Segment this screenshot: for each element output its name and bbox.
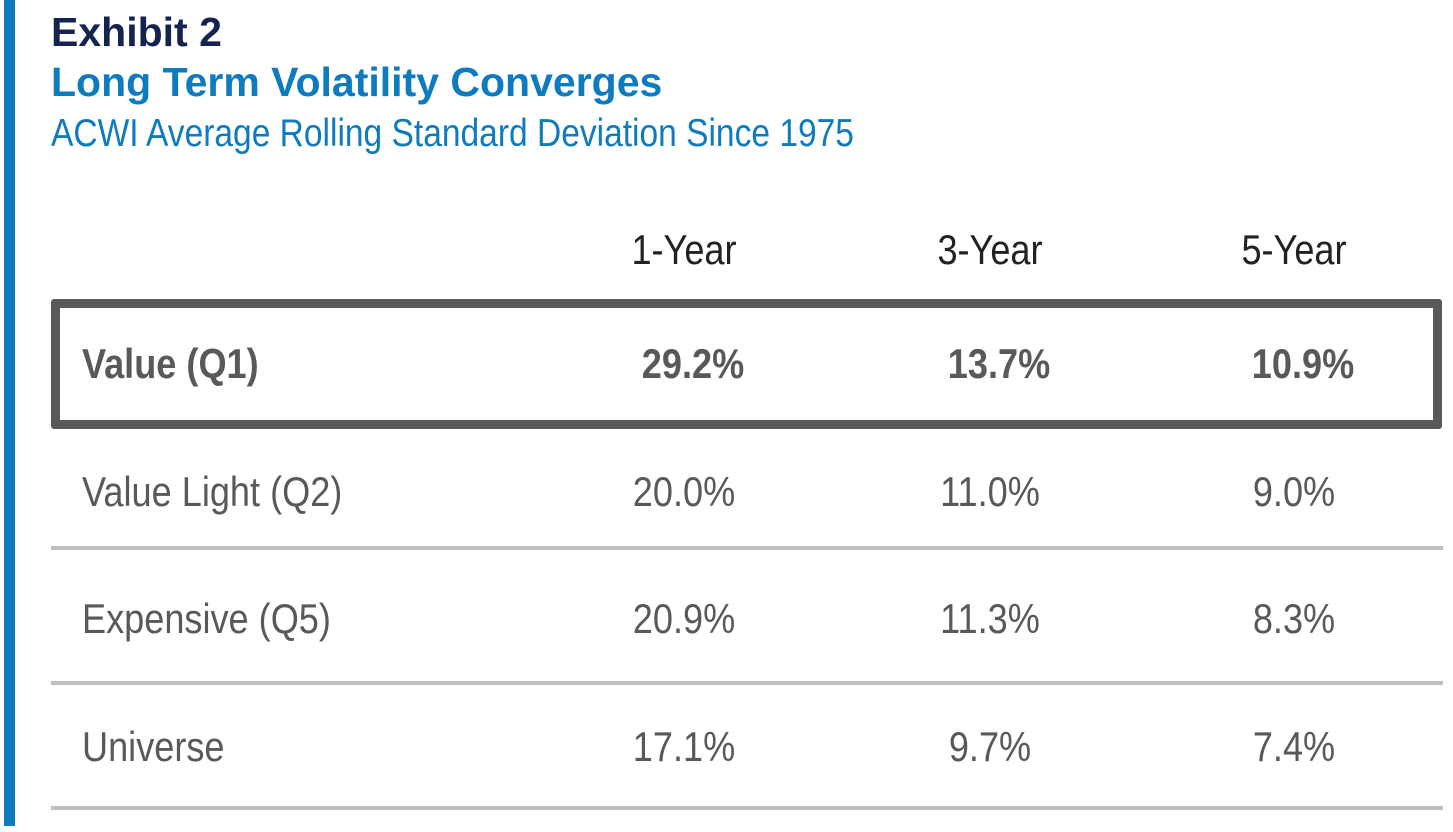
column-header-3-year: 3-Year [937, 226, 1043, 273]
cell-3-year: 13.7% [947, 340, 1051, 387]
row-label: Value Light (Q2) [82, 468, 343, 515]
cell-1-year: 20.0% [632, 468, 736, 515]
cell-3-year: 11.3% [940, 595, 1040, 642]
row-separator [51, 546, 1443, 550]
row-separator [51, 681, 1443, 685]
cell-1-year: 20.9% [632, 595, 736, 642]
cell-3-year: 11.0% [940, 468, 1040, 515]
cell-5-year: 8.3% [1252, 595, 1336, 642]
table-row-expensive-q5: Expensive (Q5) 20.9% 11.3% 8.3% [51, 556, 1442, 682]
column-header-5-year: 5-Year [1241, 226, 1347, 273]
column-header-1-year: 1-Year [631, 226, 737, 273]
cell-3-year: 9.7% [948, 723, 1032, 770]
table-row-universe: Universe 17.1% 9.7% 7.4% [51, 684, 1442, 810]
cell-1-year: 29.2% [641, 340, 745, 387]
cell-1-year: 17.1% [632, 723, 736, 770]
table-row-value-light-q2: Value Light (Q2) 20.0% 11.0% 9.0% [51, 429, 1442, 555]
row-label: Universe [82, 723, 225, 770]
row-separator [51, 806, 1443, 810]
exhibit-label: Exhibit 2 [51, 9, 222, 55]
cell-5-year: 9.0% [1252, 468, 1336, 515]
cell-5-year: 10.9% [1251, 340, 1355, 387]
chart-title: Long Term Volatility Converges [51, 59, 663, 105]
accent-bar [4, 0, 15, 826]
row-label: Expensive (Q5) [82, 595, 331, 642]
row-label: Value (Q1) [82, 340, 259, 387]
cell-5-year: 7.4% [1252, 723, 1336, 770]
table-row-value-q1: Value (Q1) 29.2% 13.7% 10.9% [51, 299, 1442, 429]
chart-subtitle: ACWI Average Rolling Standard Deviation … [51, 112, 854, 155]
